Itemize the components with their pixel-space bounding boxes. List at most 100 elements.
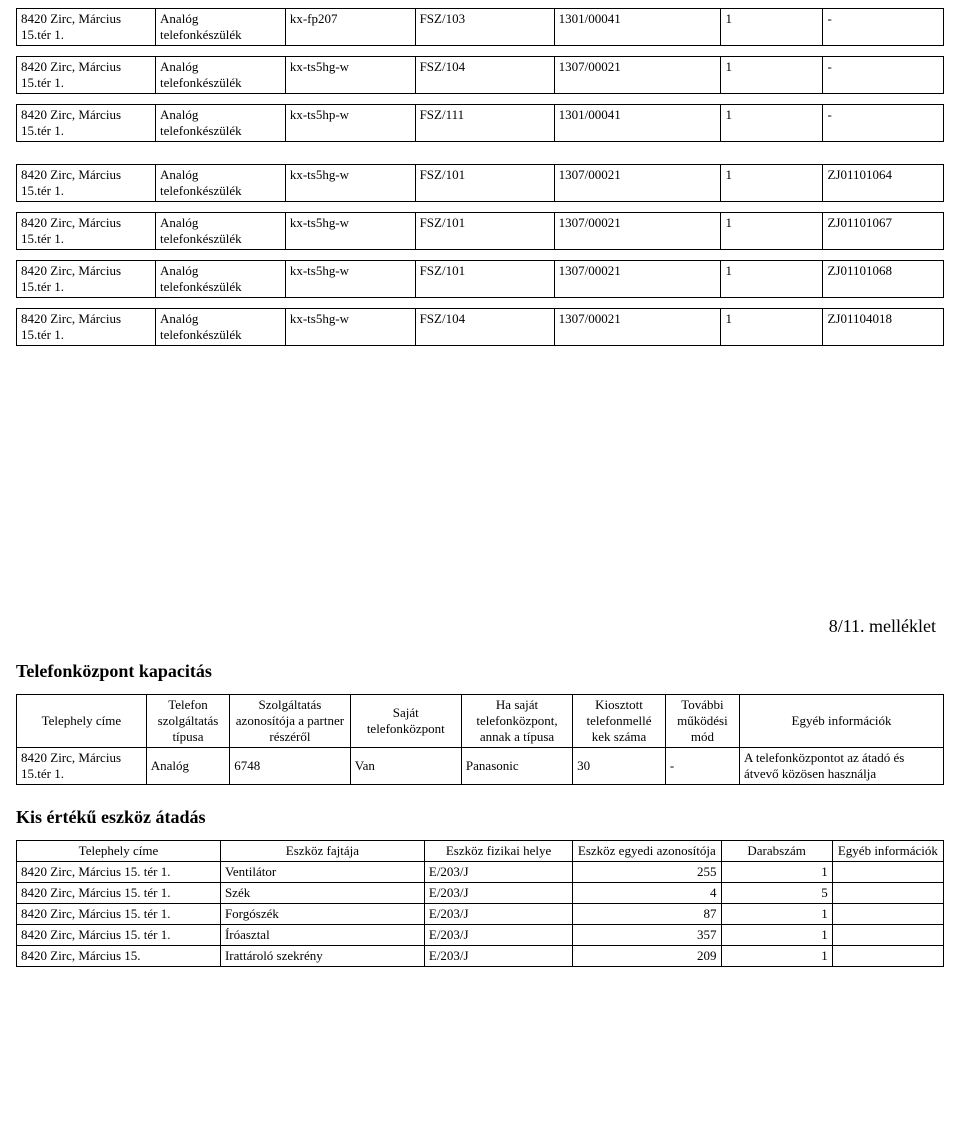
asset-site: 8420 Zirc, Március 15. tér 1. — [17, 904, 221, 925]
assets-title: Kis értékű eszköz átadás — [16, 807, 944, 828]
cap-head-other: Egyéb információk — [740, 695, 944, 748]
asset-kind: Ventilátor — [220, 862, 424, 883]
phone-row-table: 8420 Zirc, Március 15.tér 1. Analóg tele… — [16, 308, 944, 346]
phone-row-table: 8420 Zirc, Március 15.tér 1. Analóg tele… — [16, 212, 944, 250]
asset-count: 5 — [721, 883, 832, 904]
table-row: 8420 Zirc, Március 15. Irattároló szekré… — [17, 946, 944, 967]
phone-qty: 1 — [721, 9, 823, 46]
phone-site: 8420 Zirc, Március 15.tér 1. — [17, 57, 156, 94]
asset-kind: Íróasztal — [220, 925, 424, 946]
asset-id: 87 — [573, 904, 721, 925]
cap-cell-ownextype: Panasonic — [461, 748, 572, 785]
phone-serial: ZJ01101064 — [823, 165, 944, 202]
phone-qty: 1 — [721, 105, 823, 142]
asset-loc: E/203/J — [424, 862, 572, 883]
table-row: 8420 Zirc, Március 15. tér 1. Íróasztal … — [17, 925, 944, 946]
asset-count: 1 — [721, 946, 832, 967]
phone-model: kx-ts5hg-w — [285, 165, 415, 202]
phone-line: 1301/00041 — [554, 105, 721, 142]
phone-line: 1307/00021 — [554, 57, 721, 94]
asset-id: 209 — [573, 946, 721, 967]
phone-type: Analóg telefonkészülék — [156, 213, 286, 250]
phone-row-table: 8420 Zirc, Március 15.tér 1. Analóg tele… — [16, 8, 944, 46]
phone-model: kx-ts5hg-w — [285, 309, 415, 346]
asset-loc: E/203/J — [424, 883, 572, 904]
cap-head-site: Telephely címe — [17, 695, 147, 748]
phone-site: 8420 Zirc, Március 15.tér 1. — [17, 213, 156, 250]
asset-loc: E/203/J — [424, 946, 572, 967]
phone-line: 1301/00041 — [554, 9, 721, 46]
phone-site: 8420 Zirc, Március 15.tér 1. — [17, 9, 156, 46]
phone-qty: 1 — [721, 261, 823, 298]
assets-head-kind: Eszköz fajtája — [220, 841, 424, 862]
asset-other — [832, 904, 943, 925]
cap-cell-site: 8420 Zirc, Március 15.tér 1. — [17, 748, 147, 785]
cap-head-extcount: Kiosztott telefonmellé kek száma — [573, 695, 666, 748]
phone-line: 1307/00021 — [554, 165, 721, 202]
phone-qty: 1 — [721, 213, 823, 250]
capacity-row: 8420 Zirc, Március 15.tér 1. Analóg 6748… — [17, 748, 944, 785]
asset-loc: E/203/J — [424, 925, 572, 946]
assets-head-id: Eszköz egyedi azonosítója — [573, 841, 721, 862]
asset-id: 4 — [573, 883, 721, 904]
phone-line: 1307/00021 — [554, 261, 721, 298]
assets-head-loc: Eszköz fizikai helye — [424, 841, 572, 862]
cap-head-ownex: Saját telefonközpont — [350, 695, 461, 748]
capacity-title: Telefonközpont kapacitás — [16, 661, 944, 682]
asset-kind: Forgószék — [220, 904, 424, 925]
phone-line: 1307/00021 — [554, 213, 721, 250]
table-row: 8420 Zirc, Március 15.tér 1. Analóg tele… — [17, 309, 944, 346]
capacity-table: Telephely címe Telefon szolgáltatás típu… — [16, 694, 944, 785]
table-row: 8420 Zirc, Március 15. tér 1. Ventilátor… — [17, 862, 944, 883]
phone-qty: 1 — [721, 309, 823, 346]
phone-type: Analóg telefonkészülék — [156, 165, 286, 202]
asset-count: 1 — [721, 904, 832, 925]
cap-head-ownextype: Ha saját telefonközpont, annak a típusa — [461, 695, 572, 748]
phone-serial: ZJ01104018 — [823, 309, 944, 346]
cap-head-svcid: Szolgáltatás azonosítója a partner részé… — [230, 695, 351, 748]
phone-slot: FSZ/101 — [415, 213, 554, 250]
asset-other — [832, 925, 943, 946]
phone-row-table: 8420 Zirc, Március 15.tér 1. Analóg tele… — [16, 164, 944, 202]
asset-loc: E/203/J — [424, 904, 572, 925]
assets-table: Telephely címe Eszköz fajtája Eszköz fiz… — [16, 840, 944, 967]
asset-kind: Szék — [220, 883, 424, 904]
phone-type: Analóg telefonkészülék — [156, 57, 286, 94]
phone-slot: FSZ/101 — [415, 261, 554, 298]
phone-model: kx-ts5hg-w — [285, 261, 415, 298]
cap-cell-extcount: 30 — [573, 748, 666, 785]
cap-cell-other: A telefonközpontot az átadó és átvevő kö… — [740, 748, 944, 785]
phone-type: Analóg telefonkészülék — [156, 261, 286, 298]
phone-qty: 1 — [721, 57, 823, 94]
cap-head-mode: További működési mód — [665, 695, 739, 748]
phone-site: 8420 Zirc, Március 15.tér 1. — [17, 261, 156, 298]
phone-line: 1307/00021 — [554, 309, 721, 346]
phone-row-table: 8420 Zirc, Március 15.tér 1. Analóg tele… — [16, 56, 944, 94]
phone-serial: - — [823, 105, 944, 142]
phone-slot: FSZ/104 — [415, 57, 554, 94]
phone-serial: ZJ01101068 — [823, 261, 944, 298]
assets-head-other: Egyéb információk — [832, 841, 943, 862]
asset-site: 8420 Zirc, Március 15. — [17, 946, 221, 967]
phone-model: kx-fp207 — [285, 9, 415, 46]
annex-label: 8/11. melléklet — [16, 616, 936, 637]
asset-count: 1 — [721, 925, 832, 946]
table-row: 8420 Zirc, Március 15.tér 1. Analóg tele… — [17, 165, 944, 202]
asset-other — [832, 862, 943, 883]
assets-head-count: Darabszám — [721, 841, 832, 862]
phone-qty: 1 — [721, 165, 823, 202]
phone-slot: FSZ/101 — [415, 165, 554, 202]
phone-type: Analóg telefonkészülék — [156, 309, 286, 346]
phone-serial: ZJ01101067 — [823, 213, 944, 250]
asset-count: 1 — [721, 862, 832, 883]
asset-kind: Irattároló szekrény — [220, 946, 424, 967]
phone-row-table: 8420 Zirc, Március 15.tér 1. Analóg tele… — [16, 104, 944, 142]
asset-id: 357 — [573, 925, 721, 946]
asset-site: 8420 Zirc, Március 15. tér 1. — [17, 925, 221, 946]
cap-cell-svctype: Analóg — [146, 748, 229, 785]
phone-row-table: 8420 Zirc, Március 15.tér 1. Analóg tele… — [16, 260, 944, 298]
table-row: 8420 Zirc, Március 15.tér 1. Analóg tele… — [17, 213, 944, 250]
phone-slot: FSZ/104 — [415, 309, 554, 346]
table-row: 8420 Zirc, Március 15. tér 1. Szék E/203… — [17, 883, 944, 904]
phone-type: Analóg telefonkészülék — [156, 105, 286, 142]
